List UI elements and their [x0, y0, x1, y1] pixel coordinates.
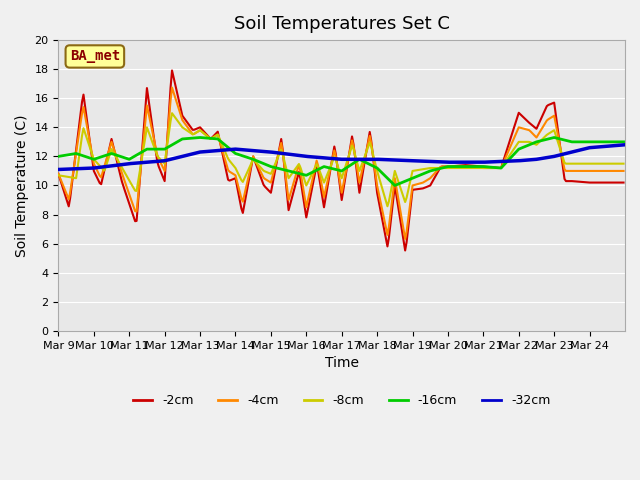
Text: BA_met: BA_met: [70, 49, 120, 63]
Y-axis label: Soil Temperature (C): Soil Temperature (C): [15, 114, 29, 257]
Legend: -2cm, -4cm, -8cm, -16cm, -32cm: -2cm, -4cm, -8cm, -16cm, -32cm: [128, 389, 556, 412]
Title: Soil Temperatures Set C: Soil Temperatures Set C: [234, 15, 450, 33]
X-axis label: Time: Time: [324, 356, 358, 370]
